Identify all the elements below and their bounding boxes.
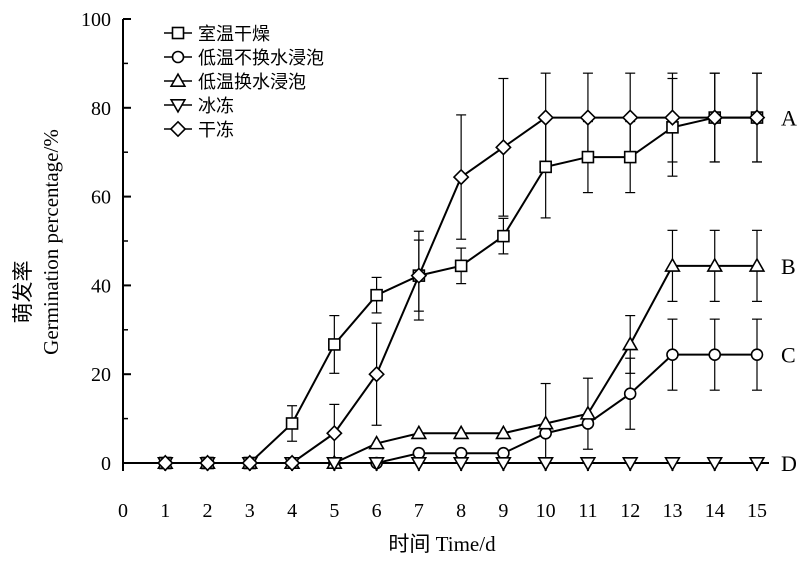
x-tick-label: 7	[414, 500, 424, 522]
legend-marker	[169, 99, 187, 114]
data-point	[539, 160, 552, 174]
data-point	[621, 457, 639, 472]
legend-label: 干冻	[198, 120, 234, 141]
x-tick-label: 11	[578, 500, 597, 522]
data-point	[748, 457, 766, 472]
data-point	[748, 257, 766, 272]
data-point	[328, 338, 341, 351]
x-tick-label: 6	[372, 500, 382, 522]
x-tick-label: 0	[118, 500, 128, 522]
series-markers	[156, 109, 766, 472]
group-label-b: B	[781, 254, 796, 279]
data-point	[581, 150, 595, 164]
data-point	[199, 454, 216, 472]
data-point	[326, 424, 343, 442]
data-point	[664, 109, 681, 126]
x-tick-label: 13	[662, 500, 682, 522]
y-axis-title-cn: 萌发率	[11, 261, 35, 324]
data-point	[621, 335, 639, 351]
data-point	[241, 454, 259, 472]
data-point	[579, 457, 597, 472]
x-tick-label: 8	[456, 500, 466, 522]
data-point	[537, 457, 554, 472]
data-point	[748, 109, 766, 126]
legend-marker	[169, 120, 187, 138]
data-point	[497, 229, 510, 243]
data-point	[368, 457, 385, 472]
data-point	[495, 457, 512, 472]
legend-marker	[171, 26, 185, 40]
data-point	[750, 348, 764, 361]
group-label-d: D	[781, 451, 797, 476]
legend-marker	[171, 50, 185, 64]
data-point	[285, 417, 299, 430]
data-point	[579, 405, 597, 420]
group-label-a: A	[781, 106, 797, 131]
x-tick-label: 3	[245, 500, 255, 522]
y-tick-label: 60	[91, 187, 111, 209]
group-label-c: C	[781, 343, 796, 368]
data-point	[495, 139, 512, 156]
legend-label: 室温干燥	[198, 24, 270, 45]
x-tick-label: 15	[747, 500, 767, 522]
data-point	[666, 348, 679, 361]
data-point	[452, 457, 470, 472]
data-point	[368, 434, 385, 450]
data-point	[283, 454, 301, 472]
x-tick-label: 2	[203, 500, 213, 522]
x-tick-label: 14	[705, 500, 725, 522]
y-tick-label: 40	[91, 275, 111, 297]
legend-label: 冰冻	[198, 96, 234, 117]
data-point	[326, 457, 343, 472]
data-point	[370, 288, 383, 302]
data-point	[579, 109, 597, 126]
x-tick-label: 12	[620, 500, 640, 522]
data-point	[368, 365, 385, 383]
y-tick-label: 100	[81, 9, 111, 31]
legend-marker	[169, 72, 187, 87]
y-tick-label: 0	[101, 453, 111, 475]
data-point	[664, 257, 681, 272]
x-tick-label: 10	[536, 500, 556, 522]
data-point	[454, 259, 468, 273]
data-point	[410, 424, 428, 440]
y-axis-title-en: Germination percentage/%	[39, 129, 63, 355]
data-point	[452, 424, 470, 440]
data-point	[706, 257, 723, 272]
legend-label: 低温换水浸泡	[198, 72, 306, 93]
series-line-2	[165, 353, 757, 464]
data-point	[495, 424, 512, 440]
data-point	[410, 457, 428, 472]
data-point	[706, 109, 724, 126]
x-tick-label: 9	[498, 500, 508, 522]
data-point	[537, 414, 554, 430]
data-point	[621, 109, 639, 126]
y-tick-label: 80	[91, 98, 111, 120]
legend-label: 低温不换水浸泡	[198, 48, 324, 69]
data-point	[537, 109, 554, 126]
data-point	[708, 348, 722, 361]
data-point	[452, 168, 470, 186]
data-point	[706, 457, 723, 472]
data-point	[623, 150, 637, 164]
data-point	[623, 387, 637, 401]
x-tick-label: 4	[287, 500, 297, 522]
y-tick-label: 20	[91, 364, 111, 386]
x-axis-title: 时间 Time/d	[388, 532, 496, 556]
data-point	[410, 267, 428, 284]
data-point	[156, 454, 174, 472]
x-tick-label: 5	[329, 500, 339, 522]
group-labels: A B C D	[781, 106, 797, 476]
x-tick-label: 1	[160, 500, 170, 522]
data-point	[664, 457, 681, 472]
